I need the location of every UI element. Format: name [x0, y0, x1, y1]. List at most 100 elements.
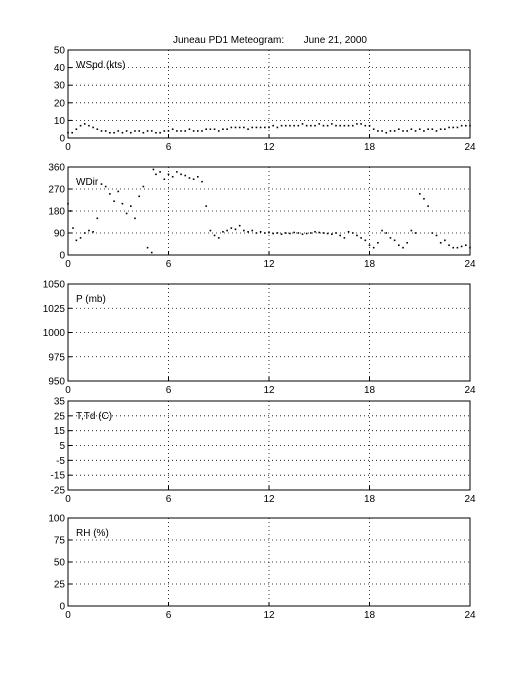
x-tick-label: 12 [263, 259, 275, 270]
data-point [113, 131, 115, 134]
data-point [431, 232, 434, 234]
data-point [280, 233, 283, 236]
data-point [96, 128, 99, 130]
y-tick-label: -5 [56, 456, 65, 467]
data-point [284, 232, 287, 234]
data-point [247, 128, 249, 130]
data-point [331, 233, 333, 236]
y-tick-label: 360 [48, 163, 65, 174]
data-point [452, 246, 455, 249]
data-point [83, 123, 86, 125]
data-point [171, 128, 174, 130]
data-point [230, 227, 233, 229]
panel-5: 0 6 12 18 24 0 25 50 75 100 RH (%) [48, 514, 476, 622]
x-tick-label: 12 [263, 142, 275, 153]
data-point [167, 173, 170, 176]
data-point [339, 234, 341, 237]
data-point [406, 241, 408, 244]
x-tick-label: 6 [166, 494, 172, 505]
data-point [79, 237, 82, 239]
data-point [444, 128, 446, 130]
data-point [385, 232, 388, 234]
data-series [67, 168, 471, 254]
y-tick-label: 25 [54, 411, 66, 422]
y-tick-label: 15 [54, 426, 66, 437]
data-point [460, 245, 463, 248]
data-point [335, 124, 337, 127]
data-point [92, 230, 94, 233]
x-tick-label: 0 [65, 610, 71, 621]
data-point [364, 124, 367, 127]
data-point [113, 200, 115, 203]
data-point [109, 131, 111, 134]
data-point [356, 234, 358, 237]
panel-label: P (mb) [76, 294, 106, 305]
data-point [444, 239, 446, 242]
data-point [213, 234, 216, 237]
data-point [452, 126, 455, 129]
data-point [293, 231, 295, 234]
y-tick-label: 50 [54, 558, 66, 569]
data-point [67, 131, 69, 134]
data-point [75, 239, 78, 242]
data-point [368, 124, 371, 127]
y-tick-label: 100 [48, 514, 65, 525]
x-tick-label: 12 [263, 610, 275, 621]
data-point [427, 128, 429, 130]
data-point [435, 130, 438, 132]
x-tick-label: 12 [263, 385, 275, 396]
x-tick-label: 24 [464, 142, 476, 153]
data-point [117, 130, 120, 132]
data-point [104, 130, 107, 132]
data-point [184, 174, 187, 177]
data-point [398, 128, 400, 130]
data-point [343, 237, 346, 239]
data-point [109, 193, 111, 195]
y-tick-label: 50 [54, 46, 66, 57]
data-point [314, 230, 316, 233]
data-point [439, 128, 442, 130]
data-point [222, 230, 224, 233]
data-point [465, 244, 467, 247]
data-point [142, 185, 145, 188]
data-point [402, 246, 404, 249]
data-point [226, 229, 228, 232]
y-tick-label: 5 [59, 441, 65, 452]
data-point [264, 232, 266, 234]
data-point [213, 128, 216, 130]
data-point [152, 168, 155, 171]
data-point [427, 205, 429, 207]
data-point [96, 217, 99, 220]
data-point [197, 130, 199, 132]
data-point [259, 230, 262, 233]
data-point [163, 130, 166, 132]
data-point [259, 126, 262, 129]
y-tick-label: 25 [54, 580, 66, 591]
data-point [117, 190, 120, 193]
data-point [435, 234, 438, 237]
data-point [180, 173, 182, 176]
y-tick-label: 0 [59, 602, 65, 613]
panel-label: WSpd (kts) [76, 60, 125, 71]
data-point [326, 124, 329, 127]
data-point [423, 197, 425, 200]
data-point [448, 126, 450, 129]
y-tick-label: 180 [48, 207, 65, 218]
data-point [272, 124, 274, 127]
data-point [176, 171, 178, 173]
x-tick-label: 0 [65, 259, 71, 270]
data-point [192, 130, 195, 132]
data-point [335, 232, 337, 234]
data-point [75, 128, 78, 130]
data-point [83, 232, 86, 234]
data-point [209, 128, 212, 130]
data-point [138, 195, 140, 198]
data-point [368, 244, 371, 247]
data-point [146, 246, 149, 249]
data-point [159, 131, 161, 134]
data-point [142, 131, 145, 134]
y-tick-label: 1000 [43, 328, 66, 339]
data-point [280, 124, 283, 127]
data-point [360, 123, 362, 125]
y-tick-label: -15 [51, 471, 66, 482]
